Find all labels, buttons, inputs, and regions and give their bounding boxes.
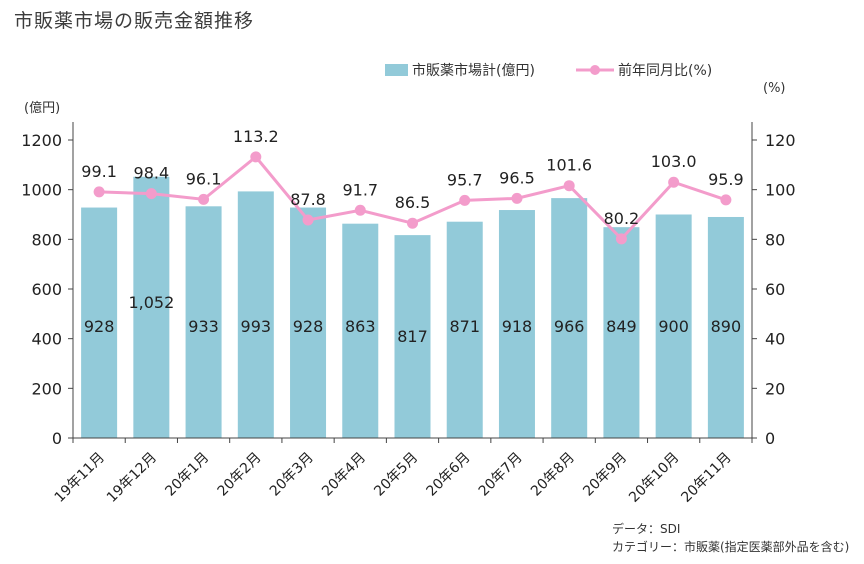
right-tick-label: 40: [765, 330, 785, 349]
yoy-value-label: 86.5: [395, 193, 431, 212]
bar: [290, 207, 327, 438]
bar-value-label: 928: [293, 317, 324, 336]
yoy-point: [615, 233, 627, 245]
right-tick-label: 20: [765, 379, 785, 398]
left-tick-label: 600: [31, 280, 62, 299]
legend-line-marker: [590, 65, 600, 75]
line-layer: [93, 151, 732, 245]
x-tick-label: 20年6月: [424, 450, 474, 500]
yoy-value-label: 99.1: [81, 162, 117, 181]
yoy-point: [93, 186, 105, 198]
right-tick-label: 100: [765, 181, 796, 200]
chart-title: 市販薬市場の販売金額推移: [14, 10, 255, 32]
left-tick-label: 0: [52, 429, 62, 448]
yoy-point: [668, 176, 680, 188]
x-tick-label: 19年12月: [104, 450, 160, 506]
legend-bar-label: 市販薬市場計(億円): [412, 62, 535, 79]
x-tick-label: 20年10月: [626, 450, 682, 506]
x-tick-label: 20年5月: [371, 450, 421, 500]
bar-value-label: 890: [711, 317, 742, 336]
bar: [342, 223, 379, 438]
x-tick-label: 19年11月: [52, 450, 108, 506]
yoy-point: [354, 204, 366, 216]
bar: [707, 216, 744, 438]
left-tick-label: 200: [31, 379, 62, 398]
yoy-value-label: 113.2: [233, 127, 279, 146]
x-tick-label: 20年8月: [528, 450, 578, 500]
left-tick-label: 400: [31, 330, 62, 349]
bar-value-label: 863: [345, 317, 376, 336]
left-axis-unit: (億円): [24, 100, 60, 116]
x-tick-label: 20年4月: [319, 450, 369, 500]
bar-value-label: 928: [84, 317, 115, 336]
yoy-value-label: 96.5: [499, 168, 535, 187]
bar-value-label: 1,052: [128, 293, 174, 312]
bar-value-label: 817: [397, 327, 428, 346]
bar: [185, 206, 222, 438]
yoy-value-label: 95.9: [708, 170, 744, 189]
bar-value-label: 933: [188, 317, 219, 336]
yoy-point: [198, 193, 210, 205]
yoy-value-label: 96.1: [186, 169, 222, 188]
x-tick-label: 20年1月: [162, 450, 212, 500]
left-tick-label: 1200: [21, 131, 62, 150]
bar: [394, 235, 431, 438]
bar: [446, 221, 483, 438]
bars-layer: [81, 176, 744, 438]
yoy-point: [407, 217, 418, 229]
source-note: データ：SDI カテゴリー：市販薬(指定医薬部外品を含む): [612, 520, 849, 556]
yoy-value-label: 98.4: [134, 164, 170, 183]
legend-bar-swatch: [385, 64, 408, 76]
yoy-value-label: 103.0: [651, 152, 697, 171]
x-tick-label: 20年2月: [215, 450, 265, 500]
labels-layer: 928 1,052 933 993 928 863 817 871 918 966 849 900 89…: [81, 127, 743, 346]
source-category-line: カテゴリー：市販薬(指定医薬部外品を含む): [612, 540, 850, 554]
right-tick-label: 80: [765, 230, 785, 249]
legend-line-label: 前年同月比(%): [618, 62, 712, 79]
bar-value-label: 918: [502, 317, 533, 336]
right-tick-label: 120: [765, 131, 796, 150]
yoy-value-label: 87.8: [290, 190, 326, 209]
yoy-point: [511, 192, 523, 204]
x-tick-label: 20年3月: [267, 450, 317, 500]
right-axis-unit: (%): [763, 81, 786, 96]
bar-value-label: 966: [554, 317, 585, 336]
bar-value-label: 871: [449, 317, 480, 336]
yoy-point: [250, 151, 262, 163]
bar-value-label: 849: [606, 317, 637, 336]
yoy-point: [459, 194, 471, 206]
yoy-point: [563, 180, 575, 192]
bar-value-label: 900: [658, 317, 689, 336]
left-tick-label: 1000: [21, 181, 62, 200]
yoy-value-label: 80.2: [604, 209, 640, 228]
yoy-value-label: 95.7: [447, 170, 483, 189]
yoy-point: [302, 214, 314, 226]
source-data-line: データ：SDI: [612, 522, 681, 536]
bar: [133, 176, 170, 438]
yoy-point: [720, 194, 732, 206]
bar: [81, 207, 118, 438]
x-tick-label: 20年7月: [476, 450, 526, 500]
bar-value-label: 993: [241, 317, 272, 336]
x-tick-label: 20年11月: [678, 450, 734, 506]
x-tick-label: 20年9月: [580, 450, 630, 500]
bar: [603, 227, 640, 438]
bar: [498, 210, 535, 438]
bar: [237, 191, 274, 438]
yoy-value-label: 101.6: [546, 156, 592, 175]
yoy-value-label: 91.7: [342, 180, 378, 199]
bar: [551, 198, 588, 438]
bar: [655, 214, 692, 438]
right-tick-label: 60: [765, 280, 785, 299]
left-tick-label: 800: [31, 230, 62, 249]
legend: 市販薬市場計(億円) 前年同月比(%): [385, 62, 712, 79]
right-tick-label: 0: [765, 429, 775, 448]
yoy-point: [145, 188, 157, 200]
